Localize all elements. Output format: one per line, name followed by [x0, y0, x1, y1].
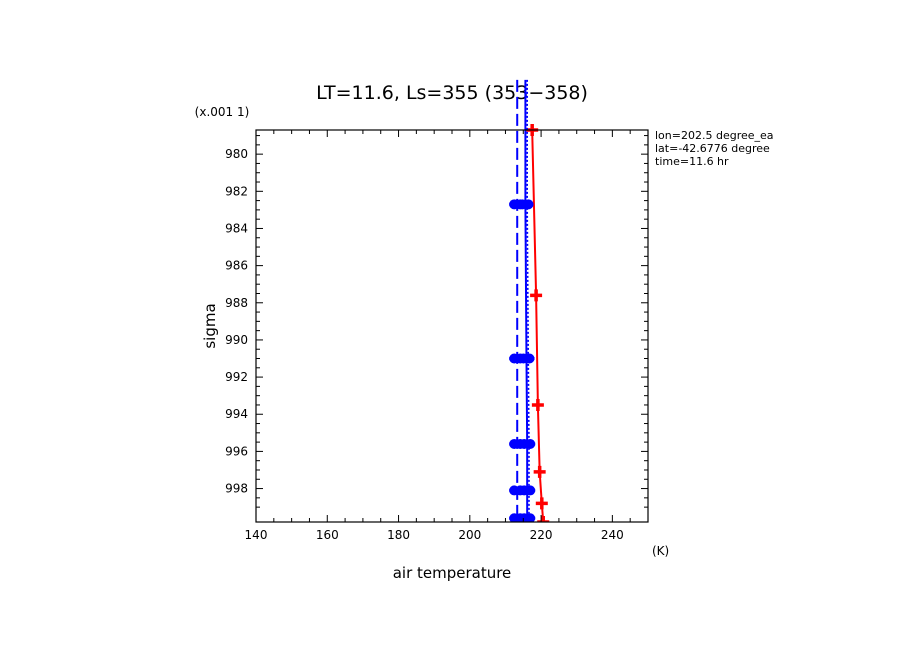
info-time: time=11.6 hr [655, 155, 729, 168]
series-line-0 [531, 129, 545, 522]
x-axis-unit: (K) [652, 544, 669, 558]
x-tick-label: 180 [387, 528, 410, 542]
y-tick-label: 998 [225, 482, 248, 496]
x-tick-label: 220 [530, 528, 553, 542]
series-marker [537, 516, 550, 522]
info-block: lon=202.5 degree_ea lat=-42.6776 degree … [655, 129, 774, 168]
series-marker [533, 465, 546, 478]
chart-title: LT=11.6, Ls=355 (353−358) [316, 82, 588, 104]
series-marker [531, 398, 544, 411]
y-tick-label: 980 [225, 147, 248, 161]
x-tick-label: 140 [245, 528, 268, 542]
y-tick-label: 994 [225, 407, 248, 421]
y-tick-label: 982 [225, 184, 248, 198]
series-line-1 [524, 79, 529, 519]
series-layer [509, 79, 550, 522]
y-tick-label: 984 [225, 221, 248, 235]
plot-frame [255, 129, 649, 523]
series-line-2 [526, 79, 530, 519]
x-axis-ticks: 140 160 180 200 220 240 [245, 130, 649, 542]
y-tick-label: 986 [225, 259, 248, 273]
x-tick-label: 200 [458, 528, 481, 542]
x-axis-label: air temperature [393, 564, 512, 582]
info-lat: lat=-42.6776 degree [655, 142, 770, 155]
x-tick-label: 240 [601, 528, 624, 542]
x-tick-label: 160 [316, 528, 339, 542]
y-tick-label: 990 [225, 333, 248, 347]
y-tick-label: 988 [225, 296, 248, 310]
series-marker [535, 497, 548, 510]
y-tick-label: 996 [225, 444, 248, 458]
info-lon: lon=202.5 degree_ea [655, 129, 774, 142]
y-scale-note: (x.001 1) [195, 105, 250, 119]
series-marker [530, 289, 543, 302]
y-tick-label: 992 [225, 370, 248, 384]
y-axis-ticks: 980 982 984 986 988 990 992 994 996 998 [225, 135, 648, 508]
y-axis-label: sigma [201, 303, 219, 348]
